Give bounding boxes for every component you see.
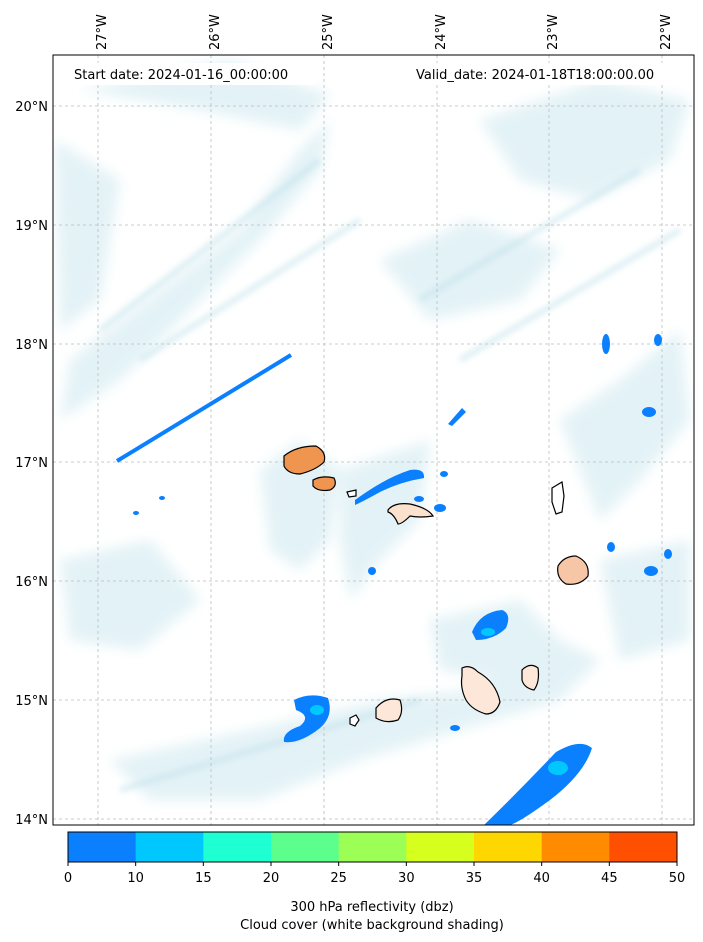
island-sao-vicente bbox=[312, 476, 336, 492]
island-sal bbox=[551, 481, 565, 515]
island-sao-nicolau bbox=[387, 503, 434, 525]
colorbar-swatches bbox=[68, 832, 678, 862]
colorbar-tick-label: 20 bbox=[263, 871, 280, 886]
start-date-label: Start date: 2024-01-16_00:00:00 bbox=[74, 68, 288, 83]
latitude-labels: 20°N 19°N 18°N 17°N 16°N 15°N 14°N bbox=[15, 100, 48, 828]
colorbar-swatch bbox=[541, 832, 610, 862]
colorbar-tick-label: 30 bbox=[398, 871, 415, 886]
colorbar-swatch bbox=[338, 832, 407, 862]
colorbar-swatch bbox=[406, 832, 475, 862]
island-santiago bbox=[460, 666, 501, 715]
lat-label: 14°N bbox=[15, 813, 48, 828]
colorbar-swatch bbox=[474, 832, 543, 862]
longitude-labels: 27°W 26°W 25°W 24°W 23°W 22°W bbox=[95, 14, 674, 50]
colorbar-tick-label: 35 bbox=[466, 871, 483, 886]
lon-label: 23°W bbox=[546, 14, 561, 50]
colorbar-label-line2: Cloud cover (white background shading) bbox=[240, 918, 504, 933]
colorbar-swatch bbox=[203, 832, 272, 862]
island-brava bbox=[349, 714, 360, 727]
colorbar-border bbox=[67, 831, 678, 863]
colorbar-swatch bbox=[68, 832, 137, 862]
colorbar-tick-label: 40 bbox=[533, 871, 550, 886]
island-maio bbox=[521, 664, 540, 691]
colorbar-tick-label: 45 bbox=[601, 871, 618, 886]
islands bbox=[283, 445, 589, 727]
lat-label: 16°N bbox=[15, 575, 48, 590]
valid-date-label: Valid_date: 2024-01-18T18:00:00.00 bbox=[416, 68, 654, 83]
colorbar-tick-label: 50 bbox=[669, 871, 686, 886]
colorbar-tick-label: 25 bbox=[330, 871, 347, 886]
colorbar: 0 10 15 20 25 30 35 40 45 50 300 hPa reflectivity… bbox=[64, 831, 685, 933]
reflectivity-features bbox=[115, 334, 672, 825]
lat-label: 17°N bbox=[15, 456, 48, 471]
colorbar-swatch bbox=[135, 832, 204, 862]
island-boa-vista bbox=[557, 555, 589, 585]
colorbar-tick-label: 10 bbox=[127, 871, 144, 886]
lon-label: 26°W bbox=[208, 14, 223, 50]
colorbar-swatch bbox=[609, 832, 678, 862]
colorbar-ticks: 0 10 15 20 25 30 35 40 45 50 bbox=[64, 862, 685, 886]
lon-label: 24°W bbox=[434, 14, 449, 50]
lat-label: 20°N bbox=[15, 100, 48, 115]
colorbar-tick-label: 15 bbox=[195, 871, 212, 886]
map-border bbox=[52, 54, 695, 826]
colorbar-swatch bbox=[271, 832, 340, 862]
map-panel: Start date: 2024-01-16_00:00:00 Valid_da… bbox=[53, 55, 694, 825]
island-santa-luzia bbox=[346, 489, 357, 498]
lon-label: 27°W bbox=[95, 14, 110, 50]
lon-label: 25°W bbox=[321, 14, 336, 50]
colorbar-tick-label: 0 bbox=[64, 871, 72, 886]
lon-label: 22°W bbox=[659, 14, 674, 50]
island-fogo bbox=[375, 698, 403, 723]
lat-label: 15°N bbox=[15, 694, 48, 709]
island-santo-antao bbox=[283, 445, 326, 475]
valid-date-box bbox=[408, 63, 676, 85]
colorbar-label-line1: 300 hPa reflectivity (dbz) bbox=[290, 900, 453, 915]
cloud-cover-streaks bbox=[98, 157, 682, 793]
lat-label: 18°N bbox=[15, 338, 48, 353]
gridlines bbox=[53, 55, 694, 825]
lat-label: 19°N bbox=[15, 219, 48, 234]
start-date-box bbox=[68, 63, 316, 85]
